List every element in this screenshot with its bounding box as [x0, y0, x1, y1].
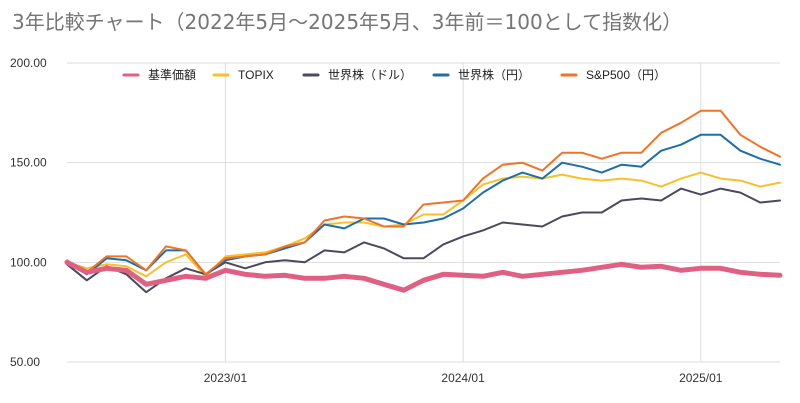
- y-tick-label: 100.00: [10, 255, 47, 269]
- legend: 基準価額 TOPIX 世界株（ドル） 世界株（円） S&P500（円）: [122, 67, 666, 82]
- legend-label: S&P500（円）: [586, 68, 666, 82]
- series-line-0: [64, 259, 783, 293]
- legend-label: 世界株（円）: [458, 67, 530, 82]
- x-tick-label: 2025/01: [679, 371, 723, 385]
- x-tick-label: 2023/01: [204, 371, 248, 385]
- legend-label: TOPIX: [238, 68, 274, 82]
- y-tick-label: 150.00: [10, 156, 47, 170]
- legend-label: 基準価額: [148, 67, 196, 82]
- series-lines: [64, 109, 783, 294]
- y-tick-label: 200.00: [10, 56, 47, 70]
- grid: [67, 62, 780, 363]
- chart-title: 3年比較チャート（2022年5月～2025年5月、3年前＝100として指数化）: [12, 10, 683, 34]
- series-line-2: [66, 187, 781, 294]
- series-line-4: [66, 109, 781, 276]
- x-axis-ticks: 2023/01 2024/01 2025/01: [204, 371, 723, 385]
- y-tick-label: 50.00: [10, 355, 40, 369]
- series-line-1: [66, 171, 781, 278]
- y-axis-ticks: 50.00 100.00 150.00 200.00: [10, 56, 47, 369]
- x-tick-label: 2024/01: [441, 371, 485, 385]
- legend-label: 世界株（ドル）: [328, 67, 412, 82]
